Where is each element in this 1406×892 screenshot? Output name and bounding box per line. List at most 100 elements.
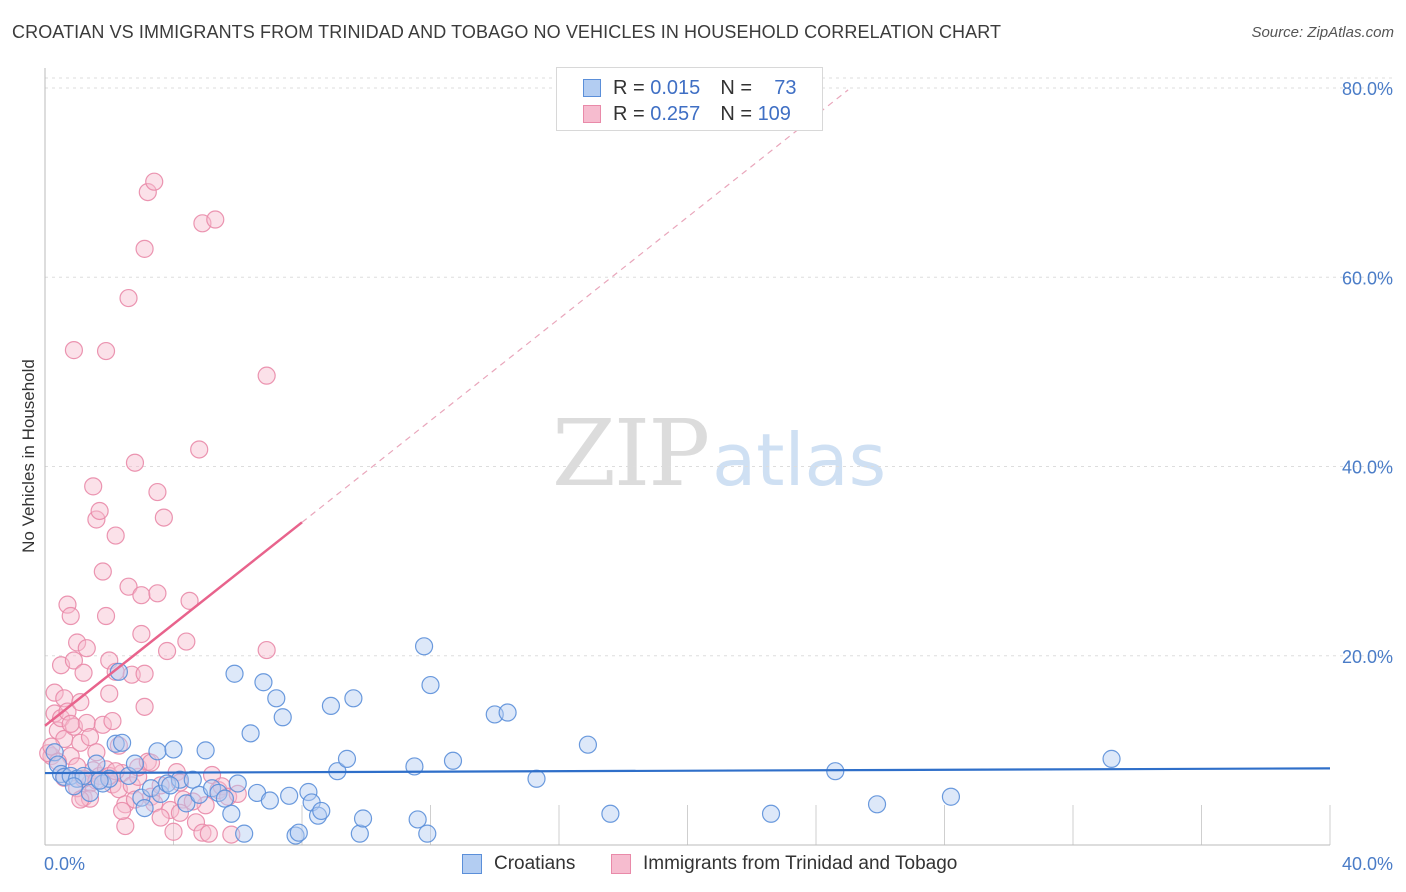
croatian-point: [867, 795, 887, 814]
legend-label-trinidad: Immigrants from Trinidad and Tobago: [643, 853, 958, 874]
trinidad-point: [132, 586, 151, 605]
trinidad-point: [119, 288, 138, 308]
trinidad-point: [157, 641, 177, 661]
croatian-point: [421, 675, 440, 695]
trinidad-point: [257, 366, 276, 385]
croatian-point: [161, 776, 180, 795]
r-value: 0.015: [650, 76, 701, 99]
trinidad-point: [112, 801, 132, 821]
trinidad-point: [145, 172, 164, 191]
croatian-point: [761, 804, 781, 823]
r-label: R =: [613, 102, 645, 125]
trinidad-point: [64, 651, 84, 670]
trinidad-point: [80, 728, 100, 747]
croatian-point: [196, 741, 215, 760]
croatian-point: [125, 754, 145, 773]
trinidad-point: [148, 482, 167, 502]
croatian-point: [106, 734, 125, 753]
x-tick-label: 0.0%: [44, 854, 85, 874]
trinidad-point: [206, 210, 225, 229]
trinidad-point: [199, 824, 218, 843]
croatian-point: [344, 689, 363, 708]
croatian-point: [132, 788, 151, 807]
trinidad-point: [148, 584, 167, 603]
trinidad-point: [61, 714, 80, 733]
trinidad-point: [125, 453, 145, 472]
croatian-point: [289, 823, 308, 842]
n-label: N =: [720, 76, 752, 99]
croatian-point: [215, 789, 234, 808]
trinidad-point: [135, 239, 154, 258]
y-tick-label: 40.0%: [1342, 458, 1393, 478]
croatian-point: [225, 664, 244, 683]
croatian-point: [286, 826, 305, 845]
croatian-point: [1102, 749, 1121, 768]
trinidad-point: [183, 792, 202, 811]
croatian-point: [418, 824, 437, 843]
croatian-point: [350, 824, 369, 843]
croatian-point: [337, 749, 357, 768]
croatian-point: [443, 751, 463, 770]
trinidad-point: [180, 591, 199, 610]
trinidad-point: [77, 713, 96, 733]
croatian-point: [267, 689, 286, 708]
chart-title: CROATIAN VS IMMIGRANTS FROM TRINIDAD AND…: [12, 22, 1002, 42]
trinidad-point: [100, 684, 119, 703]
trinidad-point: [222, 825, 241, 844]
y-tick-label: 60.0%: [1342, 268, 1393, 288]
trinidad-point: [132, 624, 151, 644]
trinidad-point: [170, 803, 190, 822]
croatian-point: [353, 809, 373, 828]
trinidad-point: [164, 822, 183, 841]
trinidad-point: [71, 733, 90, 752]
y-tick-label: 80.0%: [1342, 79, 1393, 99]
trinidad-point: [68, 633, 87, 652]
watermark-atlas: atlas: [712, 418, 887, 502]
trinidad-point: [138, 182, 157, 202]
croatian-point: [164, 740, 183, 759]
stats-row-croatians: R = 0.015 N = 73: [583, 76, 796, 100]
croatian-point: [578, 735, 598, 754]
legend-label-croatians: Croatians: [494, 853, 576, 874]
trinidad-point: [116, 816, 135, 836]
legend-item-croatians[interactable]: Croatians: [462, 851, 575, 877]
y-axis-label: No Vehicles in Household: [19, 359, 38, 553]
trinidad-point: [103, 711, 122, 731]
croatian-point: [109, 662, 128, 681]
r-label: R =: [613, 76, 645, 99]
legend-item-trinidad[interactable]: Immigrants from Trinidad and Tobago: [611, 851, 957, 877]
trinidad-point: [257, 640, 276, 660]
croatian-point: [80, 783, 100, 803]
croatian-point: [321, 696, 341, 716]
trinidad-point: [93, 715, 112, 734]
trinidad-point: [154, 508, 173, 527]
trinidad-point: [80, 789, 100, 808]
watermark-zip: ZIP: [552, 400, 710, 507]
r-value: 0.257: [650, 102, 701, 125]
trinidad-point: [77, 639, 96, 658]
croatian-point: [183, 770, 202, 789]
trinidad-point: [64, 341, 84, 360]
trinidad-point: [109, 736, 128, 755]
croatian-point: [601, 804, 620, 823]
n-label: N =: [720, 102, 752, 125]
croatian-point: [64, 777, 84, 796]
trinidad-point: [119, 577, 138, 596]
trinidad-point: [135, 697, 154, 716]
trinidad-point: [96, 341, 116, 361]
trinidad-point: [177, 632, 196, 651]
croatian-point: [941, 787, 961, 806]
croatian-point: [90, 771, 109, 790]
trinidad-trend-line: [44, 521, 303, 727]
trinidad-point: [186, 813, 206, 832]
croatian-point: [241, 724, 260, 743]
trinidad-point: [42, 737, 61, 756]
y-tick-label: 20.0%: [1342, 647, 1393, 667]
source-label: Source: ZipAtlas.com: [1251, 24, 1394, 41]
x-tick-label: 40.0%: [1342, 854, 1393, 874]
croatian-point: [222, 804, 241, 823]
croatian-point: [299, 782, 318, 802]
croatian-point: [260, 791, 279, 810]
trinidad-point: [135, 664, 154, 683]
